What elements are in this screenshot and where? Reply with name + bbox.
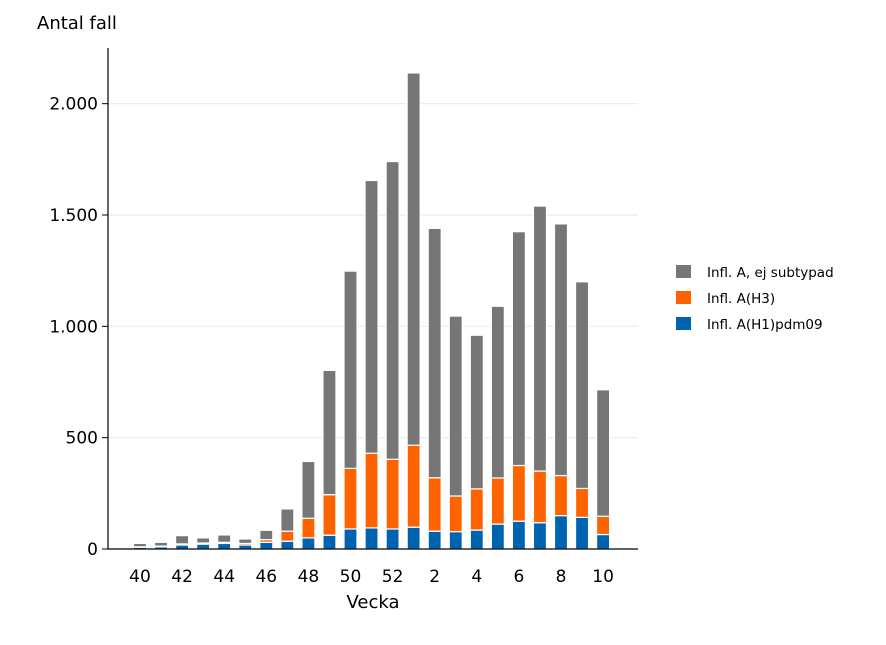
bar-segment xyxy=(132,542,148,548)
y-tick-label: 1.500 xyxy=(49,206,98,226)
bar-segment xyxy=(238,544,253,550)
bar-segment xyxy=(238,538,253,545)
bar-segment xyxy=(595,515,611,536)
bar-segment xyxy=(427,530,442,550)
x-tick-label: 6 xyxy=(513,567,524,587)
legend-label: Infl. A, ej subtypad xyxy=(707,265,834,281)
bar-segment xyxy=(574,281,590,490)
x-tick-label: 42 xyxy=(171,567,193,587)
bar-segment xyxy=(553,474,569,517)
x-tick-label: 4 xyxy=(471,567,482,587)
y-tick-label: 1.000 xyxy=(49,317,98,337)
bar-segment xyxy=(469,334,484,490)
bar-segment xyxy=(574,516,590,550)
bar-segment xyxy=(574,487,590,518)
bar-segment xyxy=(490,477,505,525)
x-tick-label: 10 xyxy=(592,567,614,587)
x-tick-label: 8 xyxy=(556,567,567,587)
bar-segment xyxy=(322,494,337,536)
bar-segment xyxy=(427,477,442,532)
legend-swatch xyxy=(676,265,691,278)
bar-segment xyxy=(448,495,463,533)
bar-segment xyxy=(301,537,316,550)
y-tick-label: 500 xyxy=(66,429,98,449)
bar-segment xyxy=(259,541,274,550)
bar-segment xyxy=(532,470,548,524)
bar-segment xyxy=(427,227,442,479)
legend: Infl. A, ej subtypad Infl. A(H3) Infl. A(H… xyxy=(676,265,834,333)
bar-segment xyxy=(469,488,484,531)
x-tick-label: 48 xyxy=(298,567,320,587)
bar-segment xyxy=(532,205,548,472)
bar-segment xyxy=(364,179,379,454)
bar-segment xyxy=(301,460,316,519)
legend-label: Infl. A(H1)pdm09 xyxy=(707,317,823,333)
bar-segment xyxy=(259,529,274,541)
y-tick-label: 0 xyxy=(87,540,98,560)
bar-segment xyxy=(595,533,611,550)
bars xyxy=(132,72,611,550)
bar-segment xyxy=(511,464,527,522)
bar-segment xyxy=(511,231,527,467)
bar-segment xyxy=(364,452,379,529)
x-tick-label: 52 xyxy=(382,567,404,587)
legend-label: Infl. A(H3) xyxy=(707,291,775,307)
bar-segment xyxy=(343,467,358,530)
bar-segment xyxy=(322,534,337,550)
bar-segment xyxy=(196,537,211,544)
x-axis-title: Vecka xyxy=(346,592,399,613)
bar-segment xyxy=(595,389,611,517)
bar-segment xyxy=(406,526,421,550)
bar-segment xyxy=(490,523,505,550)
legend-swatch xyxy=(676,317,691,330)
bar-segment xyxy=(469,529,484,550)
x-tick-label: 44 xyxy=(213,567,235,587)
bar-segment xyxy=(364,527,379,550)
bar-segment xyxy=(196,543,211,550)
bar-segment xyxy=(490,305,505,479)
bar-segment xyxy=(301,517,316,539)
x-tick-label: 46 xyxy=(255,567,277,587)
bar-segment xyxy=(322,369,337,496)
x-tick-label: 2 xyxy=(429,567,440,587)
y-tick-label: 2.000 xyxy=(49,95,98,115)
bar-segment xyxy=(406,72,421,446)
bar-segment xyxy=(448,315,463,497)
legend-swatch xyxy=(676,291,691,304)
bar-segment xyxy=(385,458,400,530)
bar-segment xyxy=(280,530,295,542)
x-tick-label: 50 xyxy=(340,567,362,587)
bar-segment xyxy=(553,514,569,550)
bar-segment xyxy=(511,520,527,550)
bar-segment xyxy=(448,531,463,550)
bar-segment xyxy=(532,522,548,550)
y-axis-title: Antal fall xyxy=(37,13,117,34)
bar-segment xyxy=(280,540,295,550)
bar-segment xyxy=(175,535,190,545)
bar-segment xyxy=(343,528,358,550)
bar-segment xyxy=(175,544,190,550)
bar-segment xyxy=(217,534,232,543)
bar-segment xyxy=(280,508,295,532)
bar-segment xyxy=(153,541,169,547)
bar-segment xyxy=(343,270,358,469)
bar-segment xyxy=(385,160,400,460)
x-tick-label: 40 xyxy=(129,567,151,587)
bar-segment xyxy=(217,542,232,550)
bar-segment xyxy=(385,528,400,550)
bar-segment xyxy=(553,223,569,477)
bar-segment xyxy=(406,444,421,528)
